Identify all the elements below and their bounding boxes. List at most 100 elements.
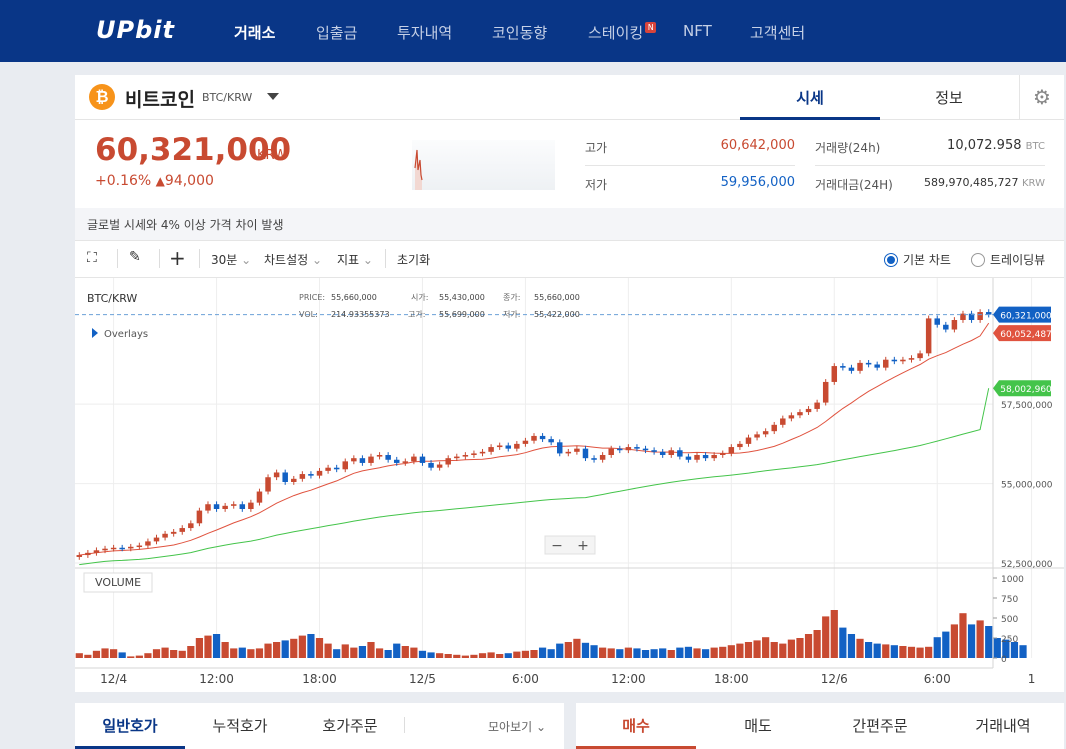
volume-bar	[616, 649, 624, 658]
interval-select[interactable]: 30분 ⌄	[211, 251, 251, 268]
volume-bar	[341, 644, 349, 658]
candle-body	[565, 451, 572, 454]
crosshair-icon[interactable]: +	[169, 246, 186, 270]
nav-item-staking[interactable]: 스테이킹 N	[588, 22, 657, 43]
candle-body	[333, 467, 340, 470]
volume-bar	[564, 642, 572, 658]
tab-info[interactable]: 정보	[935, 89, 963, 107]
candle-body	[359, 458, 366, 463]
candle-body	[325, 467, 331, 471]
candle-body	[865, 362, 872, 365]
volume-bar	[650, 649, 658, 658]
volume-bar	[659, 648, 667, 658]
nav-item-nft[interactable]: NFT	[683, 22, 712, 40]
volume-bar	[504, 653, 512, 658]
low-label: 저가	[585, 178, 608, 192]
candle-body	[694, 455, 700, 460]
candle-body	[771, 424, 777, 432]
chevron-down-icon: ⌄	[241, 253, 252, 267]
volume-bar	[384, 650, 392, 658]
indicators-select[interactable]: 지표 ⌄	[337, 251, 373, 268]
candle-body	[102, 548, 108, 551]
candle-body	[393, 459, 400, 463]
coin-pair: BTC/KRW	[202, 91, 253, 104]
volume-bar	[161, 647, 169, 658]
x-tick-label: 6:00	[924, 672, 951, 686]
volume-bar	[985, 626, 993, 658]
tab-cumulative-orderbook[interactable]: 누적호가	[212, 717, 268, 735]
candle-body	[951, 320, 958, 330]
orderbook-panel: 일반호가 누적호가 호가주문 모아보기 ⌄	[75, 703, 564, 749]
candle-body	[110, 547, 117, 550]
chart-svg[interactable]: 57,500,000 55,000,000 52,500,000 1000 750 500…	[75, 278, 1064, 692]
candle-body	[119, 547, 125, 550]
candle-body	[985, 312, 992, 315]
fullscreen-icon[interactable]: ⛶	[87, 250, 97, 266]
price-unit: KRW	[257, 148, 287, 163]
toolbar-divider	[117, 249, 118, 268]
tab-sell[interactable]: 매도	[744, 717, 772, 735]
y-tick-label: 52,500,000	[1001, 560, 1053, 570]
tab-buy[interactable]: 매수	[576, 715, 696, 749]
candle-body	[805, 408, 812, 413]
candle-body	[128, 546, 134, 549]
chart-settings-select[interactable]: 차트설정 ⌄	[264, 251, 322, 268]
info-vol-label: VOL:	[299, 310, 318, 319]
pencil-icon[interactable]: ✎	[129, 249, 141, 265]
volume-bar	[152, 649, 161, 658]
candle-body	[230, 504, 237, 506]
chevron-down-icon[interactable]	[267, 93, 279, 100]
volume-bar	[770, 642, 778, 658]
upbit-logo[interactable]: UPbit	[96, 16, 175, 44]
group-view-select[interactable]: 모아보기 ⌄	[488, 718, 546, 735]
chart-grid	[75, 278, 1064, 669]
chart-settings-label: 차트설정	[264, 253, 309, 267]
volume-bar	[375, 648, 384, 658]
candle-body	[917, 353, 923, 359]
candle-body	[720, 453, 726, 455]
candle-body	[299, 474, 306, 479]
volume-bar	[453, 654, 461, 658]
nav-item-coin-trends[interactable]: 코인동향	[492, 24, 548, 42]
tab-market-price[interactable]: 시세	[740, 87, 880, 120]
candle-body	[960, 313, 966, 320]
gear-icon[interactable]: ⚙	[1019, 75, 1064, 120]
high-value: 60,642,000	[720, 138, 795, 153]
candle-body	[385, 455, 391, 460]
chevron-down-icon: ⌄	[312, 253, 323, 267]
toolbar-divider	[385, 249, 386, 268]
volume-bar	[273, 642, 281, 658]
candlesticks	[76, 309, 992, 560]
volume-bar	[178, 650, 186, 658]
tab-orderbook-order[interactable]: 호가주문	[322, 717, 378, 735]
tab-trade-history[interactable]: 거래내역	[975, 717, 1031, 735]
tradingview-radio[interactable]: 트레이딩뷰	[971, 251, 1045, 268]
candle-body	[76, 555, 83, 557]
volume-bar	[753, 640, 761, 658]
nav-item-exchange[interactable]: 거래소	[234, 24, 276, 42]
candle-body	[831, 366, 838, 382]
volume-bar	[959, 613, 967, 658]
candle-body	[471, 453, 477, 455]
candle-body	[737, 443, 743, 448]
candle-body	[342, 461, 348, 470]
volume-bar	[676, 647, 684, 658]
nav-item-deposit-withdraw[interactable]: 입출금	[316, 24, 358, 42]
volume-bar	[967, 624, 976, 658]
basic-chart-radio[interactable]: 기본 차트	[884, 251, 951, 268]
volume-bar	[624, 647, 632, 658]
nav-item-support[interactable]: 고객센터	[750, 24, 806, 42]
tab-normal-orderbook[interactable]: 일반호가	[75, 715, 185, 749]
volume-bar	[427, 652, 435, 658]
volume-bar	[255, 648, 264, 658]
candle-body	[282, 472, 288, 482]
current-price-tag: 60,321,000	[1000, 312, 1052, 322]
volume-bar	[684, 646, 693, 658]
tab-simple-order[interactable]: 간편주문	[852, 717, 908, 735]
volume-bar	[607, 648, 615, 658]
volume-bar	[358, 646, 367, 658]
price-chart[interactable]: 57,500,000 55,000,000 52,500,000 1000 750 500…	[75, 278, 1064, 692]
nav-item-investments[interactable]: 투자내역	[397, 24, 453, 42]
candle-body	[548, 439, 554, 443]
reset-button[interactable]: 초기화	[397, 253, 431, 267]
